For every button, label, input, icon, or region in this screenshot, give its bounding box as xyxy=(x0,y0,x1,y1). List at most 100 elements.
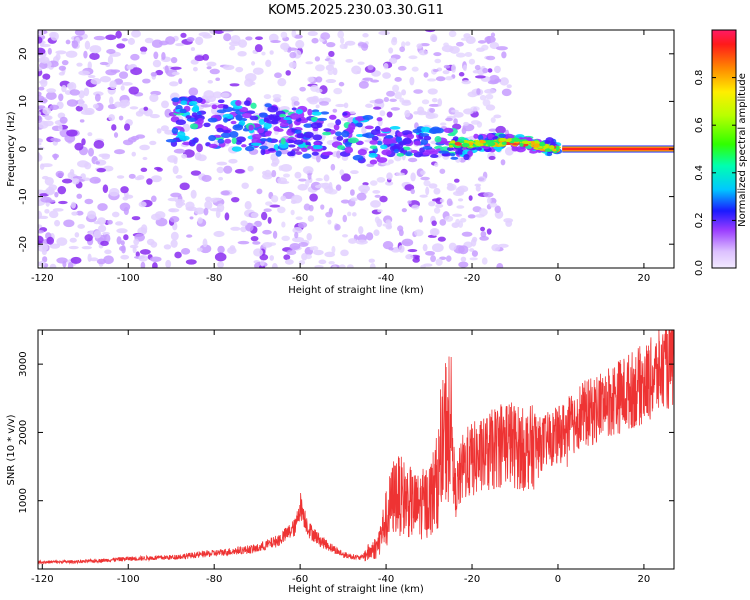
spectrogram-cell xyxy=(150,241,158,248)
spectrogram-cell xyxy=(330,163,336,171)
spectrogram-cell xyxy=(385,219,392,224)
spectrogram-cell xyxy=(388,57,398,64)
spectrogram-cell xyxy=(84,234,93,242)
spectrogram-cell xyxy=(142,78,151,84)
spectrogram-cell xyxy=(347,211,352,217)
colorbar: 0.0 0.2 0.4 0.6 0.8 Normalized spectral ampl… xyxy=(694,29,748,276)
spectrogram-cell xyxy=(224,212,230,221)
spectrogram-cell xyxy=(450,109,459,113)
spectrogram-cell xyxy=(312,145,323,150)
spectrogram-cell xyxy=(373,106,382,110)
spectrogram-cell xyxy=(399,46,406,53)
spectrogram-cell xyxy=(217,99,225,104)
spectrogram-cell xyxy=(323,128,332,132)
spectrogram-cell xyxy=(188,100,198,106)
spectrogram-cell xyxy=(195,96,203,103)
spectrogram-cell xyxy=(401,208,407,213)
spectrogram-cell xyxy=(342,234,349,238)
colorbar-gradient xyxy=(712,30,736,268)
spectrogram-cell xyxy=(398,245,405,253)
spectrogram-cell xyxy=(332,265,338,268)
spectrogram-cell xyxy=(42,73,51,80)
spectrogram-cell xyxy=(237,240,250,245)
spectrogram-cell xyxy=(271,157,280,166)
spectrogram-cell xyxy=(99,76,112,83)
spectrogram-cell xyxy=(549,145,555,150)
spectrogram-cell xyxy=(84,198,94,205)
spectrogram-cell xyxy=(174,251,182,259)
spectrogram-cell xyxy=(485,55,496,61)
spectrogram-cell xyxy=(306,96,317,103)
spectrogram-cell xyxy=(315,154,321,163)
spectrogram-cell xyxy=(150,71,158,77)
spectrogram-cell xyxy=(150,213,162,221)
spectrogram-cell xyxy=(209,68,220,75)
spectrogram-cell xyxy=(388,47,394,54)
spectrogram-cell xyxy=(478,134,484,141)
spectrogram-cell xyxy=(431,243,444,253)
spectrogram-cell xyxy=(220,132,232,139)
spectrogram-cell xyxy=(216,161,228,166)
spectrogram-cell xyxy=(339,43,347,50)
spectrogram-cell xyxy=(435,258,443,266)
spectrogram-cell xyxy=(245,222,254,232)
spectrogram-cell xyxy=(318,182,329,187)
snr-ticks: -120 -100 -80 -60 -40 -20 0 20 1000 2000 3000 xyxy=(18,330,674,585)
spectrogram-cell xyxy=(190,170,202,176)
spectrogram-cell xyxy=(278,165,283,171)
spectrogram-cell xyxy=(456,205,465,209)
spectrogram-cell xyxy=(202,238,208,248)
spectrogram-cell xyxy=(265,201,273,206)
spectrogram-cell xyxy=(194,55,205,62)
spectrogram-cell xyxy=(383,97,390,103)
spectrogram-cell xyxy=(55,170,65,178)
spectrogram-cell xyxy=(228,45,236,51)
spectrogram-cell xyxy=(343,102,349,109)
spectrogram-cell xyxy=(49,104,60,111)
spectrogram-cell xyxy=(450,140,456,144)
spectrogram-cell xyxy=(305,141,311,146)
spectrogram-cell xyxy=(388,246,394,251)
spectrogram-cell xyxy=(250,212,259,219)
spectrogram-cell xyxy=(131,216,141,221)
spectrogram-cell xyxy=(324,251,336,258)
spectrogram-cell xyxy=(494,65,501,74)
spectrogram-cell xyxy=(173,148,186,154)
spectrogram-cell xyxy=(484,88,496,94)
spectrogram-cell xyxy=(305,179,310,188)
spectrogram-cell xyxy=(165,138,177,143)
spectrogram-cell xyxy=(397,225,404,232)
spectrogram-cell xyxy=(103,255,114,265)
spectrogram-cell xyxy=(277,78,287,87)
spectrogram-cell xyxy=(380,128,392,132)
spectrogram-cell xyxy=(245,146,255,152)
spectrogram-cell xyxy=(294,171,302,179)
spectrogram-cell xyxy=(188,87,199,96)
spectrogram-cell xyxy=(494,205,501,214)
spectrogram-cell xyxy=(362,77,374,81)
spectrogram-x-tick-label: -80 xyxy=(206,273,222,284)
spectrogram-cell xyxy=(216,127,224,133)
spectrogram-cell xyxy=(311,111,322,116)
spectrogram-cell xyxy=(180,32,187,38)
spectrogram-cell xyxy=(74,30,85,36)
spectrogram-cell xyxy=(437,236,446,242)
spectrogram-cell xyxy=(428,103,441,107)
spectrogram-cell xyxy=(223,33,232,42)
spectrogram-cell xyxy=(164,129,174,135)
spectrogram-cell xyxy=(126,64,134,70)
spectrogram-cell xyxy=(267,216,272,224)
spectrogram-cell xyxy=(38,111,42,116)
spectrogram-cell xyxy=(150,195,157,203)
spectrogram-cell xyxy=(376,177,386,183)
spectrogram-cell xyxy=(75,105,83,112)
spectrogram-cell xyxy=(479,94,487,101)
spectrogram-y-tick-label: -20 xyxy=(18,236,29,252)
spectrogram-cell xyxy=(458,261,469,268)
spectrogram-cell xyxy=(81,138,86,146)
spectrogram-cell xyxy=(344,40,356,46)
spectrogram-cell xyxy=(333,124,340,131)
spectrogram-cell xyxy=(356,192,367,201)
spectrogram-cell xyxy=(468,195,473,201)
